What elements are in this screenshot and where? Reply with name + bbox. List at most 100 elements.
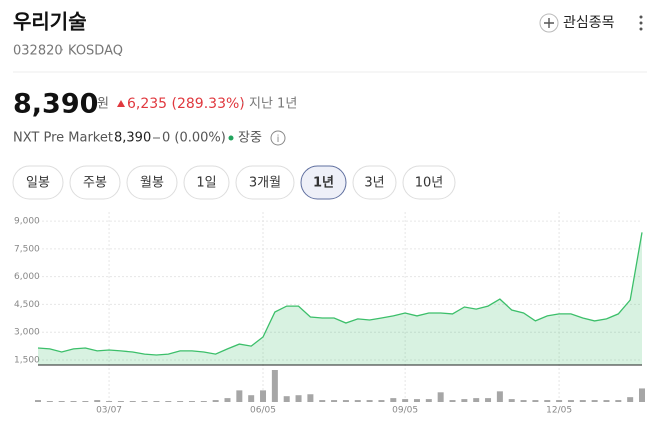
x-tick-label: 06/05 xyxy=(250,406,276,416)
nxt-price: 8,390 xyxy=(114,131,151,146)
volume-bar xyxy=(342,400,349,402)
volume-bar xyxy=(295,395,302,402)
volume-bar xyxy=(579,400,586,402)
volume-bar xyxy=(165,401,172,402)
current-price: 8,390 xyxy=(13,89,98,120)
period-tab[interactable]: 주봉 xyxy=(69,165,121,200)
volume-bar xyxy=(117,401,124,402)
tab-label: 1일 xyxy=(196,176,216,191)
separator: · xyxy=(60,44,64,59)
tab-label: 3개월 xyxy=(249,176,281,191)
volume-bar xyxy=(271,370,278,402)
y-tick-label: 9,000 xyxy=(14,217,40,227)
watchlist-button[interactable]: 관심종목 xyxy=(539,13,615,33)
tab-label: 주봉 xyxy=(83,176,107,191)
tab-background xyxy=(126,165,178,200)
volume-bar xyxy=(177,401,184,402)
volume-bar xyxy=(556,400,563,402)
volume-bar xyxy=(331,400,338,402)
tab-background xyxy=(183,165,230,200)
volume-bar xyxy=(437,392,444,402)
volume-bar xyxy=(46,401,53,402)
status-dot xyxy=(228,135,234,141)
nxt-status: 장중 xyxy=(238,131,262,146)
volume-bar xyxy=(473,398,480,402)
period-tab[interactable]: 3년 xyxy=(352,165,397,200)
plus-icon xyxy=(544,18,554,28)
volume-bar xyxy=(402,399,409,402)
volume-bar xyxy=(639,388,645,402)
volume-bar xyxy=(307,394,314,402)
y-tick-label: 6,000 xyxy=(14,272,40,282)
volume-bar xyxy=(544,400,551,402)
period-tab[interactable]: 1년 xyxy=(300,165,347,200)
volume-bar xyxy=(319,400,326,402)
volume-bar xyxy=(496,391,503,402)
period-tab[interactable]: 월봉 xyxy=(126,165,178,200)
x-tick-label: 09/05 xyxy=(392,406,418,416)
volume-bar xyxy=(129,401,136,402)
market: KOSDAQ xyxy=(68,44,123,59)
svg-text:i: i xyxy=(277,134,280,145)
x-tick-label: 12/05 xyxy=(546,406,572,416)
volume-bar xyxy=(35,400,41,402)
info-icon[interactable]: i xyxy=(270,130,286,146)
y-tick-label: 4,500 xyxy=(14,300,40,310)
period-tab[interactable]: 3개월 xyxy=(235,165,295,200)
volume-bar xyxy=(627,397,634,402)
volume-bar xyxy=(413,399,420,402)
volume-bar xyxy=(591,400,598,402)
volume-bar xyxy=(106,401,113,402)
price-line xyxy=(37,232,643,356)
volume-bar xyxy=(508,399,515,402)
tab-label: 월봉 xyxy=(140,176,164,191)
volume-bar xyxy=(378,400,385,402)
tab-label: 일봉 xyxy=(26,176,50,191)
tab-background xyxy=(352,165,397,200)
price-unit: 원 xyxy=(97,97,109,112)
volume-bar xyxy=(461,399,468,402)
watchlist-label: 관심종목 xyxy=(563,15,615,31)
volume-bar xyxy=(567,400,574,402)
y-tick-label: 1,500 xyxy=(14,355,40,365)
volume-bar xyxy=(449,400,456,402)
volume-bar xyxy=(94,400,101,402)
nxt-label: NXT Pre Market xyxy=(13,131,113,146)
tab-background xyxy=(69,165,121,200)
volume-bar xyxy=(82,401,89,402)
volume-bar xyxy=(260,390,267,402)
nxt-change: 0 (0.00%) xyxy=(162,131,226,146)
more-menu[interactable] xyxy=(639,15,643,31)
volume-bar xyxy=(366,400,373,402)
volume-bar xyxy=(615,400,622,402)
volume-bar xyxy=(485,398,492,402)
separator: · xyxy=(241,97,245,112)
tab-label: 3년 xyxy=(364,176,384,191)
volume-bar xyxy=(200,401,207,402)
volume-bar xyxy=(153,401,160,402)
y-tick-label: 3,000 xyxy=(14,328,40,338)
volume-bar xyxy=(188,401,195,402)
period-tab[interactable]: 10년 xyxy=(402,165,456,200)
price-chart: 1,500 3,000 4,500 6,000 7,500 9,000 03/07 06/05… xyxy=(14,212,645,416)
tab-background xyxy=(402,165,456,200)
period-tab[interactable]: 1일 xyxy=(183,165,230,200)
tab-label: 10년 xyxy=(415,176,444,191)
volume-bar xyxy=(283,396,290,402)
volume-bar xyxy=(390,398,397,402)
price-area xyxy=(38,232,642,365)
volume-bar xyxy=(70,401,77,402)
volume-bar xyxy=(58,401,65,402)
period-tab[interactable]: 일봉 xyxy=(12,165,64,200)
tab-background xyxy=(235,165,295,200)
y-tick-label: 7,500 xyxy=(14,244,40,254)
volume-bar xyxy=(224,398,231,402)
period-tabs: 일봉 주봉 월봉 1일 3개월 1년 3년 10년 xyxy=(12,165,456,200)
tab-label: 1년 xyxy=(313,176,334,191)
volume-bar xyxy=(520,400,527,402)
volume-bar xyxy=(425,399,432,402)
volume-bar xyxy=(354,400,361,402)
volume-bar xyxy=(141,401,148,402)
tab-background xyxy=(12,165,64,200)
